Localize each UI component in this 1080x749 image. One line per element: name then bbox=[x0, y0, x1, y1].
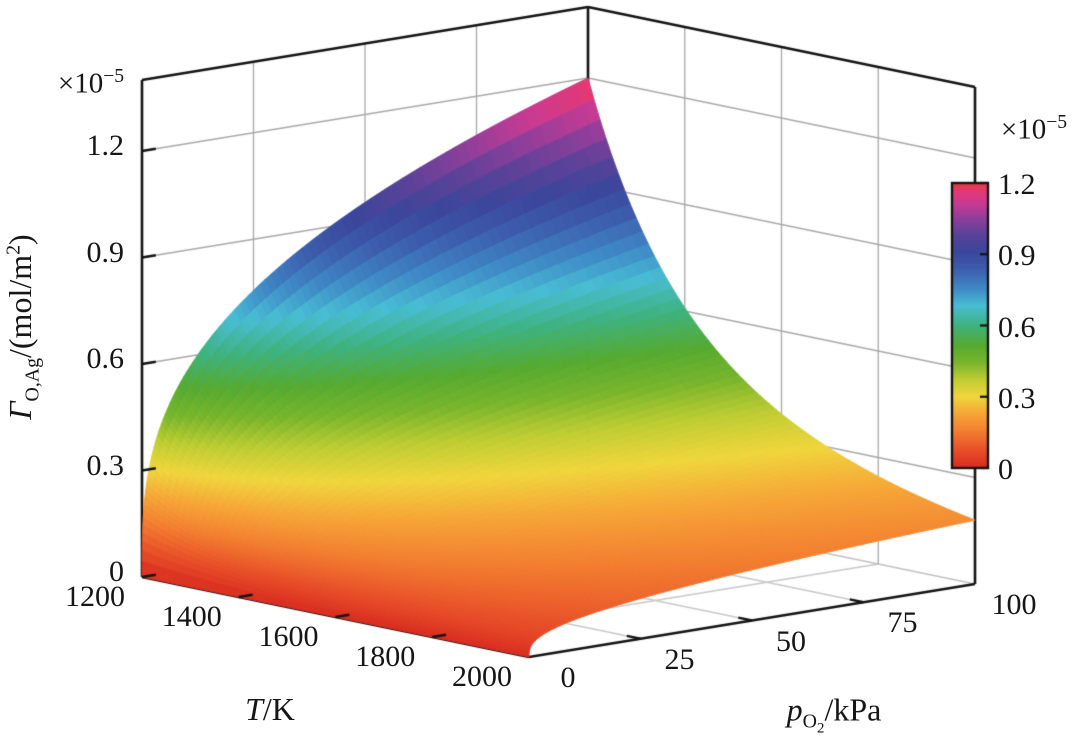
y-tick-label: 100 bbox=[991, 588, 1037, 621]
y-title-variable: p bbox=[786, 691, 803, 728]
x-tick-label: 1200 bbox=[65, 580, 125, 613]
colorbar-tick-label: 0 bbox=[998, 453, 1013, 486]
colorbar-tick-label: 0.9 bbox=[998, 239, 1036, 273]
colorbar-scale-base: ×10 bbox=[1000, 113, 1047, 146]
z-axis-title: ΓO,Ag/(mol/m2) bbox=[2, 234, 43, 420]
x-title-unit: /K bbox=[262, 691, 295, 727]
x-title-variable: T bbox=[245, 691, 263, 727]
z-title-end: ) bbox=[2, 234, 38, 245]
z-title-mid: /(mol/m bbox=[2, 254, 38, 358]
colorbar-tick-label: 0.6 bbox=[998, 310, 1036, 344]
z-tick-label: 0.6 bbox=[86, 342, 125, 375]
z-tick-label: 0 bbox=[109, 555, 124, 588]
z-scale-exponent: −5 bbox=[103, 64, 125, 87]
y-tick-label: 0 bbox=[560, 661, 576, 694]
colorbar-scale-label: ×10−5 bbox=[1000, 112, 1067, 146]
x-tick-label: 1400 bbox=[161, 600, 222, 633]
x-axis-title: T/K bbox=[245, 693, 295, 725]
y-title-sub-o: O bbox=[802, 710, 817, 733]
y-axis-title: pO2/kPa bbox=[786, 691, 882, 736]
y-title-unit: /kPa bbox=[824, 691, 882, 728]
z-scale-base: ×10 bbox=[57, 67, 104, 100]
y-tick-label: 50 bbox=[776, 624, 806, 658]
z-title-gamma: Γ bbox=[2, 401, 38, 420]
colorbar-scale-exponent: −5 bbox=[1046, 110, 1068, 133]
x-tick-label: 1800 bbox=[355, 640, 416, 673]
z-tick-label: 0.3 bbox=[86, 448, 125, 482]
y-title-sub-2: 2 bbox=[817, 720, 825, 737]
colorbar-tick-label: 1.2 bbox=[998, 168, 1036, 201]
z-title-superscript: 2 bbox=[2, 244, 25, 255]
x-tick-label: 1600 bbox=[258, 620, 319, 653]
y-title-subscript: O2 bbox=[802, 710, 825, 736]
colorbar-tick-label: 0.3 bbox=[998, 381, 1036, 415]
z-tick-label: 1.2 bbox=[86, 129, 125, 162]
z-title-subscript: O,Ag bbox=[21, 357, 44, 402]
x-tick-label: 2000 bbox=[452, 660, 512, 693]
z-tick-label: 0.9 bbox=[86, 235, 125, 269]
y-tick-label: 75 bbox=[887, 606, 918, 640]
y-tick-label: 25 bbox=[664, 642, 695, 676]
z-axis-scale-label: ×10−5 bbox=[57, 66, 124, 100]
